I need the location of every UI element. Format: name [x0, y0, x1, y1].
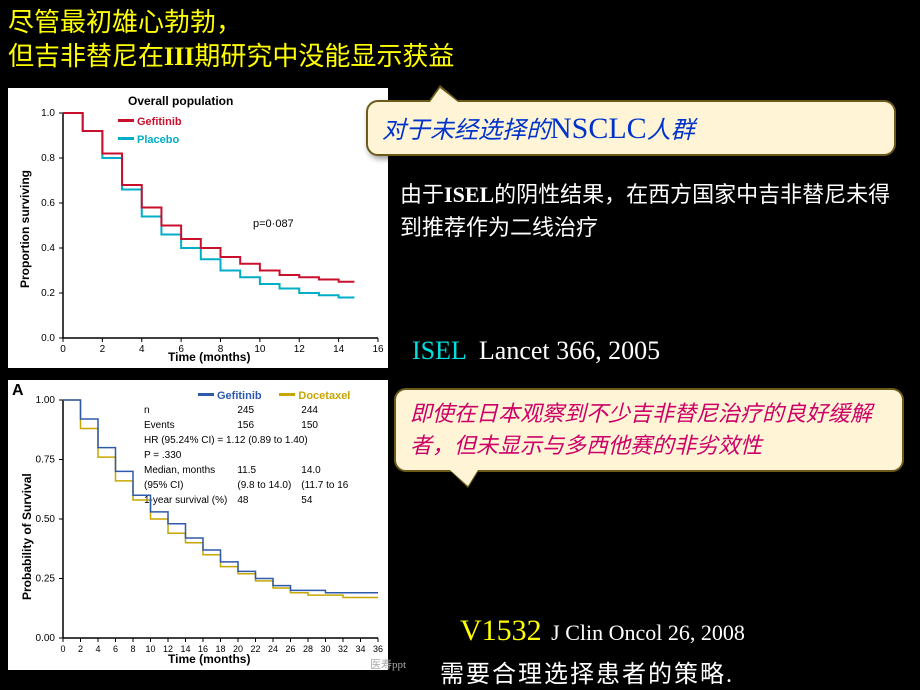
- svg-text:10: 10: [145, 644, 155, 654]
- svg-text:0.8: 0.8: [41, 153, 55, 164]
- svg-text:24: 24: [268, 644, 278, 654]
- reference-v1532: V1532 J Clin Oncol 26, 2008: [460, 614, 745, 648]
- bottom-conclusion: 需要合理选择患者的策略.: [440, 654, 734, 689]
- svg-text:12: 12: [163, 644, 173, 654]
- watermark: 医寿ppt: [370, 656, 406, 672]
- svg-text:28: 28: [303, 644, 313, 654]
- chart1-svg: 0 2 4 6 8 10 12 14 16 0.0 0.2 0.4 0.6 0.8 1.0: [8, 88, 388, 368]
- svg-text:20: 20: [233, 644, 243, 654]
- svg-text:4: 4: [95, 644, 100, 654]
- svg-text:6: 6: [178, 344, 184, 355]
- title-line-1: 尽管最初雄心勃勃，: [8, 6, 910, 40]
- svg-text:32: 32: [338, 644, 348, 654]
- reference-isel: ISEL Lancet 366, 2005: [412, 336, 660, 366]
- chart-v1532: A Probability of Survival Time (months) …: [8, 380, 388, 670]
- svg-text:1.00: 1.00: [36, 395, 56, 406]
- callout-nsclc: 对于未经选择的NSCLC人群: [366, 100, 896, 156]
- svg-text:26: 26: [285, 644, 295, 654]
- svg-text:0: 0: [60, 644, 65, 654]
- chart-isel: Overall population Proportion surviving …: [8, 88, 388, 368]
- para-isel-result: 由于ISEL的阴性结果，在西方国家中吉非替尼未得到推荐作为二线治疗: [400, 178, 900, 244]
- callout1-tail: [430, 88, 458, 102]
- svg-text:22: 22: [250, 644, 260, 654]
- callout2-text: 即使在日本观察到不少吉非替尼治疗的良好缓解者，但未显示与多西他赛的非劣效性: [410, 398, 888, 462]
- svg-text:0.50: 0.50: [36, 514, 56, 525]
- svg-text:8: 8: [218, 344, 224, 355]
- svg-text:14: 14: [333, 344, 345, 355]
- svg-text:12: 12: [294, 344, 306, 355]
- svg-text:8: 8: [130, 644, 135, 654]
- slide-title: 尽管最初雄心勃勃， 但吉非替尼在III期研究中没能显示获益: [8, 6, 910, 74]
- svg-text:34: 34: [355, 644, 365, 654]
- svg-text:0.4: 0.4: [41, 243, 55, 254]
- svg-text:2: 2: [100, 344, 106, 355]
- svg-text:18: 18: [215, 644, 225, 654]
- svg-text:0.6: 0.6: [41, 198, 55, 209]
- svg-text:4: 4: [139, 344, 145, 355]
- svg-text:6: 6: [113, 644, 118, 654]
- svg-text:14: 14: [180, 644, 190, 654]
- callout1-text: 对于未经选择的NSCLC人群: [382, 118, 695, 144]
- svg-text:1.0: 1.0: [41, 108, 55, 119]
- title-line-2: 但吉非替尼在III期研究中没能显示获益: [8, 40, 910, 74]
- svg-text:0.0: 0.0: [41, 333, 55, 344]
- svg-text:0.25: 0.25: [36, 574, 56, 585]
- svg-text:10: 10: [254, 344, 266, 355]
- svg-text:2: 2: [78, 644, 83, 654]
- svg-text:16: 16: [372, 344, 384, 355]
- chart2-svg: 0246810121416182022242628303234360.000.2…: [8, 380, 388, 670]
- svg-text:0.00: 0.00: [36, 633, 56, 644]
- svg-text:36: 36: [373, 644, 383, 654]
- svg-text:16: 16: [198, 644, 208, 654]
- svg-text:30: 30: [320, 644, 330, 654]
- callout2-tail: [450, 470, 478, 486]
- svg-text:0: 0: [60, 344, 66, 355]
- svg-text:0.2: 0.2: [41, 288, 55, 299]
- svg-text:0.75: 0.75: [36, 455, 56, 466]
- callout-japan: 即使在日本观察到不少吉非替尼治疗的良好缓解者，但未显示与多西他赛的非劣效性: [394, 388, 904, 472]
